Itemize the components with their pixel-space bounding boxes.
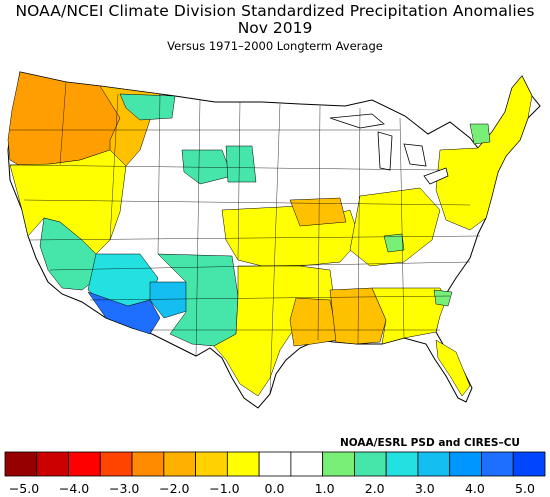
legend-swatch [195, 451, 228, 477]
us-climate-division-map [7, 71, 541, 409]
map-title: NOAA/NCEI Climate Division Standardized … [15, 2, 535, 20]
region-florida [435, 339, 471, 397]
map-baseline: Versus 1971–2000 Longterm Average [167, 39, 383, 53]
region-kentucky-green [383, 233, 405, 253]
legend-tick-label: −3.0 [109, 481, 139, 496]
legend-tick-label: 2.0 [365, 481, 385, 496]
legend-tick-label: −1.0 [209, 481, 239, 496]
legend-swatch [512, 451, 546, 477]
legend-swatch [322, 451, 355, 477]
legend-swatch [449, 451, 482, 477]
legend-swatch [354, 451, 387, 477]
legend-tick-label: −2.0 [159, 481, 189, 496]
legend-swatch [131, 451, 165, 477]
region-new-mexico [157, 253, 239, 347]
region-wyoming-green [181, 149, 233, 185]
legend-tick-label: 4.0 [465, 481, 485, 496]
region-arizona-south [87, 291, 161, 335]
legend-tick-label: 1.0 [315, 481, 335, 496]
great-lakes [329, 113, 449, 185]
legend-tick-label: 3.0 [415, 481, 435, 496]
legend-tick-label: 0.0 [265, 481, 285, 496]
region-carolina-green [433, 289, 453, 307]
region-texas-east [289, 297, 339, 347]
legend-swatch [68, 451, 101, 477]
legend-swatch [258, 451, 292, 477]
legend-ticks: −5.0 −4.0 −3.0 −2.0 −1.0 0.0 1.0 2.0 3.0 4.0 5.0 [9, 481, 535, 496]
legend-swatches [4, 451, 546, 477]
region-northeast [435, 75, 533, 231]
legend-swatch [290, 451, 324, 477]
data-credit: NOAA/ESRL PSD and CIRES–CU [340, 437, 520, 449]
region-great-basin [9, 149, 127, 255]
division-boundaries [9, 81, 481, 395]
legend-tick-label: 5.0 [515, 481, 535, 496]
legend-tick-label: −5.0 [9, 481, 39, 496]
region-arizona-blue2 [149, 281, 191, 319]
region-kansas-orange [289, 197, 347, 227]
legend-swatch [163, 451, 196, 477]
legend-swatch [417, 451, 451, 477]
region-ohio-valley [349, 187, 441, 267]
map-period: Nov 2019 [237, 19, 313, 37]
region-montana-east [119, 93, 176, 121]
legend-swatch [99, 451, 133, 477]
region-newengland-green [469, 123, 491, 145]
legend-swatch [226, 451, 260, 477]
legend-tick-label: −4.0 [59, 481, 89, 496]
legend-swatch [36, 451, 69, 477]
legend-swatch [481, 451, 514, 477]
legend-swatch [385, 451, 419, 477]
region-dakota-green [225, 145, 257, 183]
legend-swatch [4, 451, 38, 477]
